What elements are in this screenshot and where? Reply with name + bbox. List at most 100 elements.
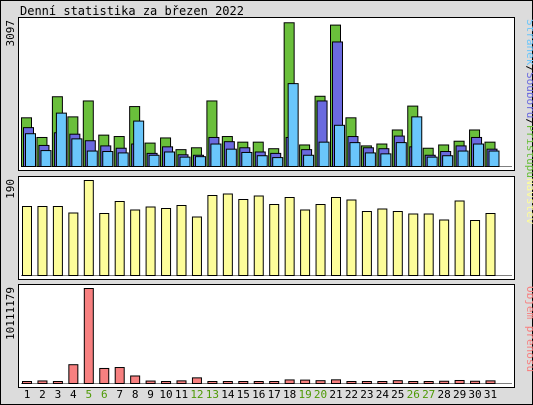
bar-pages-day-10 — [164, 151, 176, 167]
bar-pages-day-9 — [148, 154, 160, 168]
bar-visits-day-8 — [130, 209, 141, 276]
x-tick-label-day-2: 2 — [39, 388, 46, 401]
x-tick-label-day-6: 6 — [101, 388, 108, 401]
bar-visits-day-9 — [145, 206, 156, 276]
bar-kbytes-day-20 — [315, 380, 326, 384]
bar-kbytes-day-12 — [191, 377, 202, 384]
x-tick-label-day-19: 19 — [298, 388, 311, 401]
bar-kbytes-day-27 — [423, 381, 434, 384]
bar-kbytes-day-29 — [454, 379, 465, 385]
x-tick-label-day-12: 12 — [190, 388, 203, 401]
bar-visits-day-22 — [346, 199, 357, 276]
x-tick-label-day-7: 7 — [116, 388, 123, 401]
x-tick-label-day-11: 11 — [175, 388, 188, 401]
bar-visits-day-23 — [361, 211, 372, 276]
x-tick-label-day-23: 23 — [360, 388, 373, 401]
x-tick-label-day-16: 16 — [252, 388, 265, 401]
legend-item-top-2: Souborů — [524, 72, 533, 118]
bar-visits-day-29 — [454, 200, 465, 276]
x-tick-label-day-13: 13 — [206, 388, 219, 401]
bar-kbytes-day-9 — [145, 380, 156, 385]
bar-visits-day-12 — [191, 216, 202, 276]
bar-pages-day-31 — [488, 150, 500, 167]
bar-kbytes-day-22 — [346, 381, 357, 384]
bar-pages-day-12 — [194, 156, 206, 168]
bar-pages-day-21 — [334, 124, 345, 167]
bar-kbytes-day-19 — [300, 379, 311, 385]
bar-kbytes-day-25 — [392, 380, 403, 384]
legend-bottom: Objem přenosu — [524, 286, 533, 372]
bar-pages-day-26 — [411, 116, 423, 168]
x-tick-label-day-31: 31 — [484, 388, 497, 401]
bar-visits-day-18 — [284, 197, 295, 276]
bar-pages-day-2 — [40, 150, 52, 168]
bar-visits-day-26 — [408, 213, 419, 276]
bar-kbytes-day-2 — [37, 380, 48, 384]
bar-visits-day-31 — [485, 213, 496, 276]
x-tick-label-day-30: 30 — [468, 388, 481, 401]
bar-visits-day-6 — [99, 213, 110, 276]
bar-kbytes-day-30 — [470, 380, 481, 384]
bar-visits-day-1 — [22, 206, 32, 276]
bar-pages-day-19 — [303, 154, 315, 168]
bar-visits-day-28 — [439, 219, 450, 276]
bar-kbytes-day-11 — [176, 380, 187, 385]
x-tick-label-day-17: 17 — [268, 388, 281, 401]
x-tick-label-day-27: 27 — [422, 388, 435, 401]
bar-visits-day-11 — [176, 205, 187, 276]
bar-kbytes-day-8 — [130, 375, 141, 385]
bar-visits-day-16 — [253, 195, 264, 276]
x-tick-label-day-1: 1 — [24, 388, 31, 401]
bar-kbytes-day-13 — [207, 381, 218, 384]
x-tick-label-day-24: 24 — [376, 388, 390, 401]
bar-kbytes-day-5 — [83, 288, 94, 384]
x-tick-label-day-21: 21 — [329, 388, 342, 401]
x-tick-label-day-9: 9 — [147, 388, 154, 401]
bar-kbytes-day-7 — [114, 367, 125, 385]
bar-kbytes-day-10 — [161, 381, 172, 384]
bar-visits-day-13 — [207, 195, 218, 276]
bar-kbytes-day-23 — [361, 381, 372, 384]
bar-pages-day-14 — [225, 148, 237, 168]
bar-visits-day-19 — [300, 209, 311, 276]
x-tick-label-day-4: 4 — [70, 388, 77, 401]
bar-visits-day-4 — [68, 212, 79, 276]
x-tick-label-day-14: 14 — [221, 388, 235, 401]
bar-kbytes-day-26 — [408, 381, 419, 384]
legend-item-top-0: Stránek — [524, 19, 533, 66]
bar-kbytes-day-18 — [284, 379, 295, 384]
x-tick-label-day-10: 10 — [159, 388, 172, 401]
bar-pages-day-7 — [117, 152, 129, 168]
bar-visits-day-2 — [37, 206, 48, 276]
x-tick-label-day-29: 29 — [453, 388, 466, 401]
bar-pages-day-16 — [256, 155, 268, 168]
bar-pages-day-11 — [179, 156, 191, 167]
bar-pages-day-22 — [349, 142, 361, 168]
legend-middle: Návštěv — [524, 178, 533, 225]
x-tick-label-day-26: 26 — [407, 388, 420, 401]
bar-pages-day-29 — [457, 150, 469, 167]
bar-pages-day-28 — [442, 155, 454, 168]
legend-item-top-4: Přístupů — [524, 125, 533, 178]
legend-top: Stránek/Souborů/Přístupů — [524, 19, 533, 178]
bar-pages-day-3 — [55, 112, 67, 168]
bar-visits-day-15 — [238, 199, 249, 276]
bar-pages-day-13 — [210, 143, 222, 168]
bar-kbytes-day-1 — [22, 381, 32, 384]
bar-visits-day-10 — [161, 208, 172, 276]
x-tick-label-day-20: 20 — [314, 388, 327, 401]
x-tick-label-day-22: 22 — [345, 388, 358, 401]
x-tick-label-day-8: 8 — [132, 388, 139, 401]
bar-visits-day-30 — [470, 220, 481, 276]
bar-visits-day-24 — [377, 208, 388, 276]
bar-kbytes-day-17 — [269, 381, 280, 384]
bar-visits-day-7 — [114, 201, 125, 276]
legend-item-top-1: / — [524, 65, 533, 72]
bar-visits-day-3 — [52, 206, 63, 276]
bar-pages-day-17 — [272, 157, 284, 167]
legend-item-top-3: / — [524, 118, 533, 125]
bar-kbytes-day-24 — [377, 381, 388, 384]
bar-kbytes-day-16 — [253, 381, 264, 384]
